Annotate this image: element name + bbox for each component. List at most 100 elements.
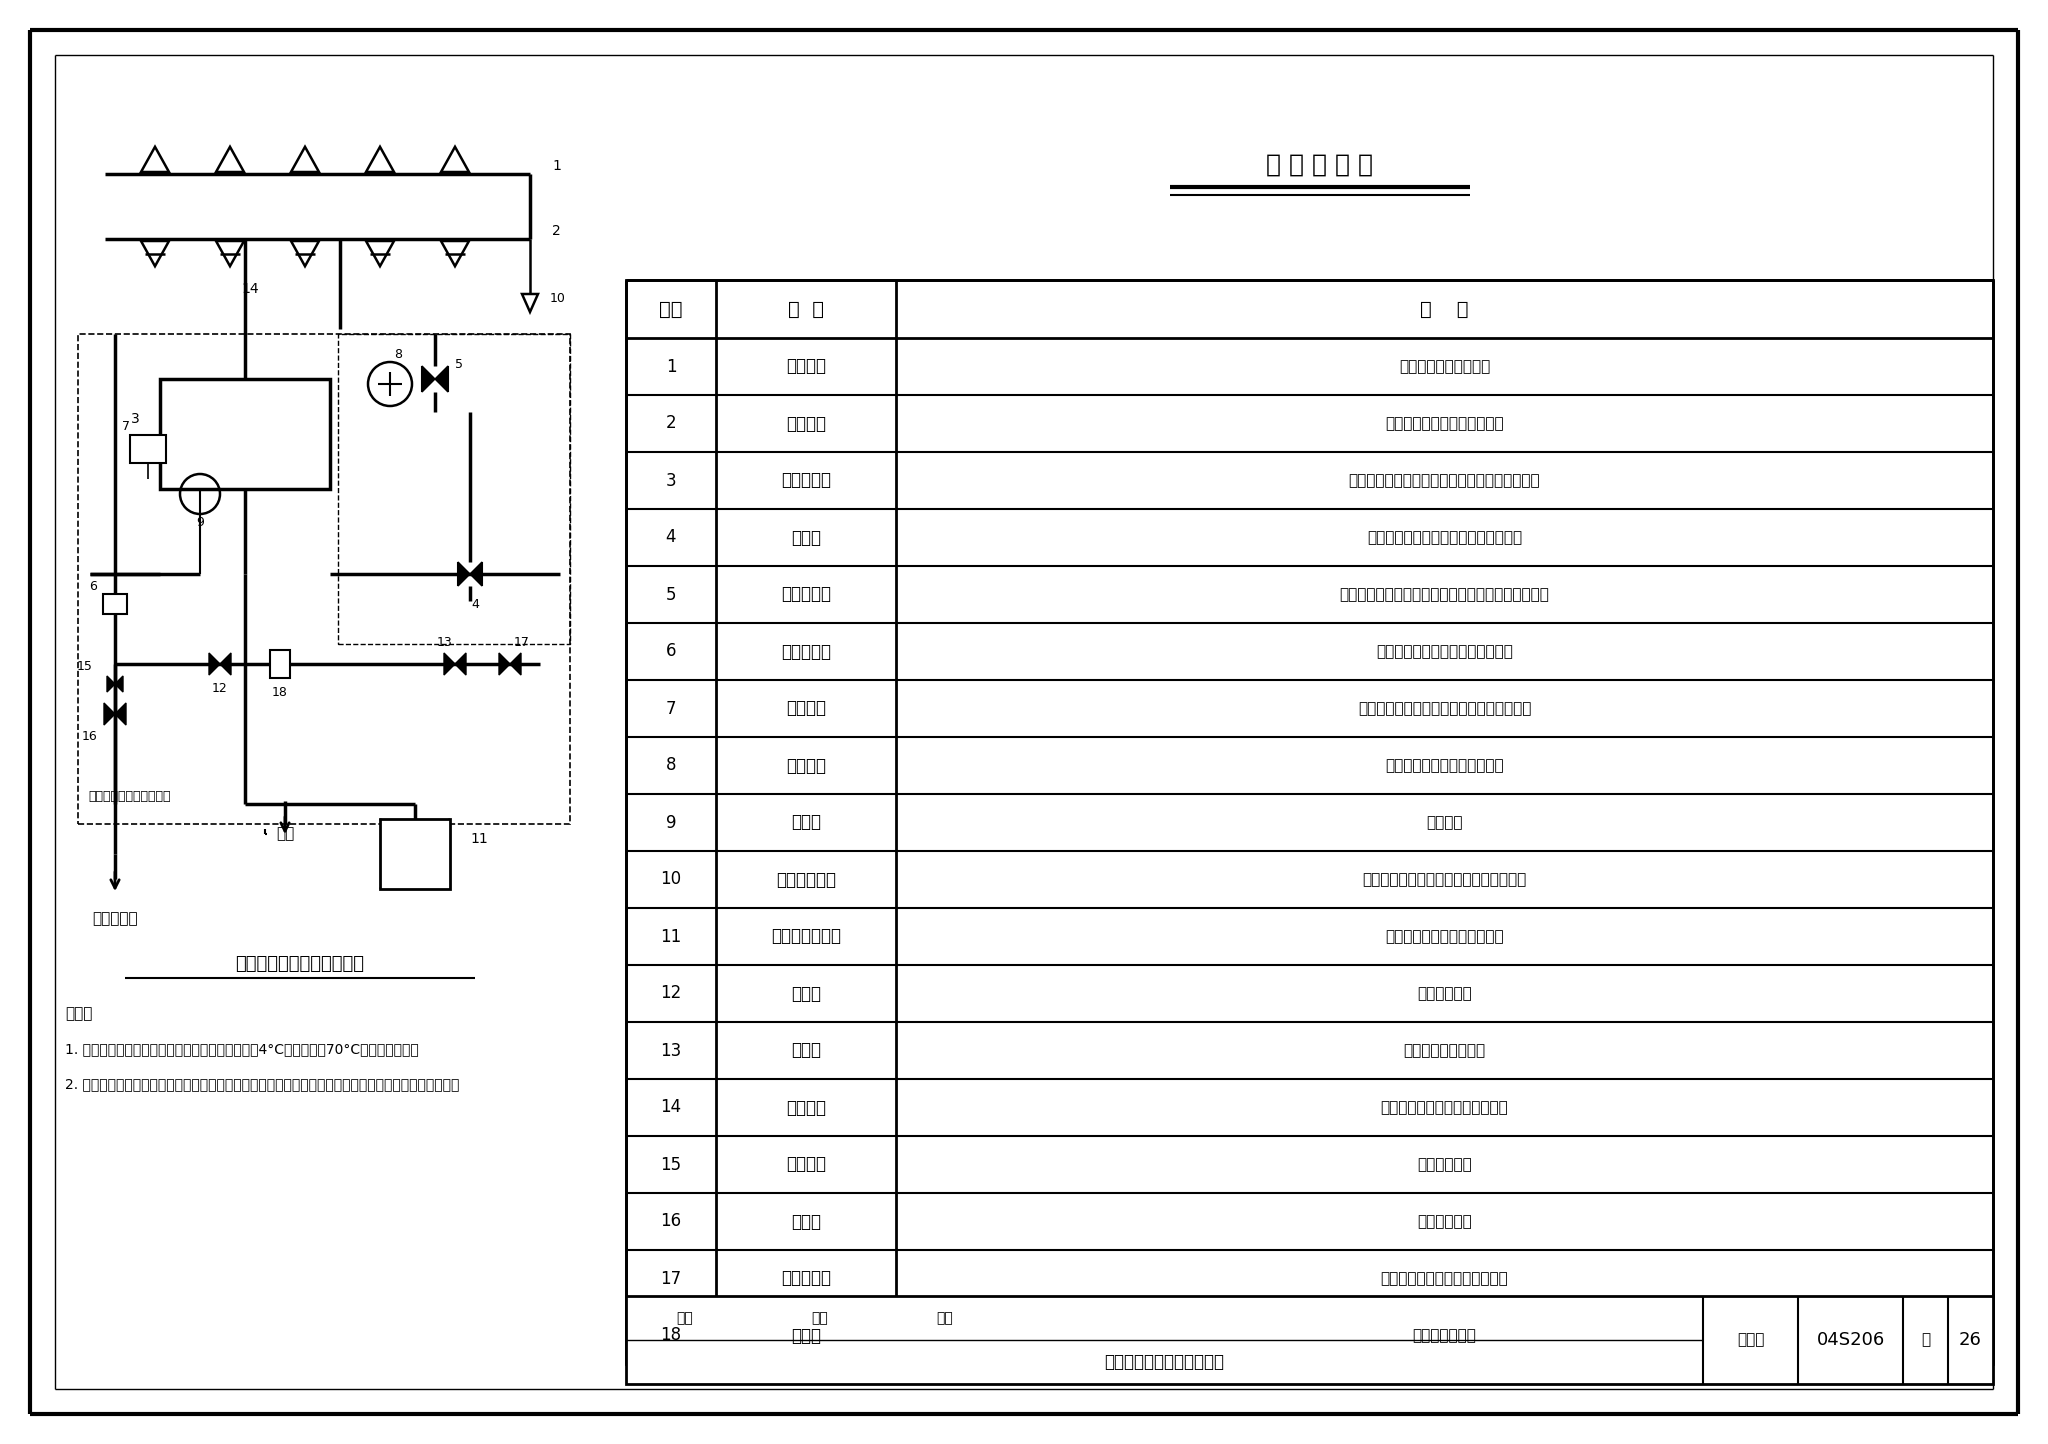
Text: 传动管网: 传动管网 xyxy=(786,1099,825,1116)
Text: 供水控制阀，阀门关闭时有电信号输出: 供水控制阀，阀门关闭时有电信号输出 xyxy=(1366,530,1522,544)
Text: 显示水压: 显示水压 xyxy=(1425,814,1462,830)
Polygon shape xyxy=(500,653,510,674)
Bar xyxy=(627,1297,1993,1383)
Text: 水力警铃: 水力警铃 xyxy=(786,757,825,774)
Bar xyxy=(338,334,569,644)
Text: 16: 16 xyxy=(82,729,98,742)
Bar xyxy=(627,280,1993,1365)
Text: 11: 11 xyxy=(469,832,487,846)
Text: 传动管网补水: 传动管网补水 xyxy=(1417,1157,1473,1173)
Polygon shape xyxy=(444,653,455,674)
Text: 闭式喷头开启，联动开启雨淋阀: 闭式喷头开启，联动开启雨淋阀 xyxy=(1380,1100,1509,1115)
Text: 8: 8 xyxy=(393,348,401,361)
Text: 开式喷头: 开式喷头 xyxy=(786,358,825,375)
Text: 名  称: 名 称 xyxy=(788,299,823,319)
Text: 5: 5 xyxy=(666,585,676,604)
Text: 14: 14 xyxy=(659,1099,682,1116)
Bar xyxy=(270,650,291,679)
Polygon shape xyxy=(469,562,481,586)
Text: 注：框内为雨淋报警阀组: 注：框内为雨淋报警阀组 xyxy=(88,790,170,803)
Text: 6: 6 xyxy=(88,579,96,592)
Text: 2: 2 xyxy=(666,414,676,433)
Text: 闭式喷头: 闭式喷头 xyxy=(786,414,825,433)
Text: 检测传动管网水压及系统联动功能试验用: 检测传动管网水压及系统联动功能试验用 xyxy=(1362,872,1526,887)
Text: 截止阀: 截止阀 xyxy=(791,1213,821,1230)
Text: 5: 5 xyxy=(455,358,463,371)
Text: 15: 15 xyxy=(659,1155,682,1174)
Text: 传动管启动雨淋系统示意图: 传动管启动雨淋系统示意图 xyxy=(236,954,365,973)
Polygon shape xyxy=(422,365,434,391)
Text: 10: 10 xyxy=(659,871,682,888)
Polygon shape xyxy=(209,653,219,674)
Bar xyxy=(129,435,166,464)
Text: 9: 9 xyxy=(666,813,676,832)
Text: 火灾发生时，出水灭火: 火灾发生时，出水灭火 xyxy=(1399,360,1491,374)
Text: 1: 1 xyxy=(553,159,561,173)
Text: 校对: 校对 xyxy=(811,1311,827,1326)
Polygon shape xyxy=(455,653,467,674)
Text: 4: 4 xyxy=(471,598,479,611)
Text: 接收报警信号并发出控制指令: 接收报警信号并发出控制指令 xyxy=(1384,928,1503,944)
Text: 3: 3 xyxy=(131,412,139,426)
Text: 26: 26 xyxy=(1960,1331,1982,1349)
Text: 9: 9 xyxy=(197,516,205,529)
Text: 火灾报警控制器: 火灾报警控制器 xyxy=(770,927,842,946)
Bar xyxy=(160,378,330,490)
Text: 审核: 审核 xyxy=(676,1311,692,1326)
Polygon shape xyxy=(219,653,231,674)
Text: 止回阀: 止回阀 xyxy=(791,985,821,1002)
Text: 14: 14 xyxy=(242,282,258,296)
Text: 系统检修时排空放水: 系统检修时排空放水 xyxy=(1403,1043,1485,1058)
Text: 压力开关: 压力开关 xyxy=(786,699,825,718)
Text: 10: 10 xyxy=(551,293,565,306)
Text: 雨淋阀开启或传动管网泄压时，发出电信号: 雨淋阀开启或传动管网泄压时，发出电信号 xyxy=(1358,700,1532,716)
Text: 18: 18 xyxy=(272,686,289,699)
Text: 探测火灾，控制传动管网动作: 探测火灾，控制传动管网动作 xyxy=(1384,416,1503,430)
Text: 7: 7 xyxy=(123,420,129,433)
Text: 15: 15 xyxy=(78,660,92,673)
Text: 平时常开，试验雨淋阀时关闭，关闭时有电信号输出: 平时常开，试验雨淋阀时关闭，关闭时有电信号输出 xyxy=(1339,588,1550,602)
Text: 6: 6 xyxy=(666,643,676,660)
Polygon shape xyxy=(115,703,127,725)
Text: 末端试水装置: 末端试水装置 xyxy=(776,871,836,888)
Text: 8: 8 xyxy=(666,757,676,774)
Text: 信号阀: 信号阀 xyxy=(791,529,821,546)
Text: 火灾时自动开启供水，同时可输出报警水流信号: 火灾时自动开启供水，同时可输出报警水流信号 xyxy=(1350,474,1540,488)
Polygon shape xyxy=(106,676,115,692)
Text: 04S206: 04S206 xyxy=(1817,1331,1884,1349)
Text: 4: 4 xyxy=(666,529,676,546)
Polygon shape xyxy=(510,653,520,674)
Text: 手动开启阀: 手动开启阀 xyxy=(780,643,831,660)
Text: 火灾时，现场手动应急开启雨淋阀: 火灾时，现场手动应急开启雨淋阀 xyxy=(1376,644,1513,658)
Text: 用    途: 用 途 xyxy=(1419,299,1468,319)
Polygon shape xyxy=(459,562,469,586)
Text: 控制水流方向: 控制水流方向 xyxy=(1417,986,1473,1001)
Text: 16: 16 xyxy=(659,1213,682,1230)
Text: 2: 2 xyxy=(553,224,561,238)
Text: 说明：: 说明： xyxy=(66,1006,92,1021)
Text: 12: 12 xyxy=(213,683,227,696)
Text: 压力表: 压力表 xyxy=(791,813,821,832)
Text: 1: 1 xyxy=(666,358,676,375)
Text: 排水: 排水 xyxy=(276,826,295,842)
Text: 主 要 部 件 表: 主 要 部 件 表 xyxy=(1266,153,1374,178)
Text: 设计: 设计 xyxy=(936,1311,952,1326)
Text: 13: 13 xyxy=(659,1041,682,1060)
Text: 17: 17 xyxy=(514,635,530,648)
Polygon shape xyxy=(104,703,115,725)
Text: 1. 湿式传动管启动雨淋系统适用于环境温度不低于4°C，且不高于70°C的被保护场所。: 1. 湿式传动管启动雨淋系统适用于环境温度不低于4°C，且不高于70°C的被保护… xyxy=(66,1043,418,1056)
Text: 试验信号阀: 试验信号阀 xyxy=(780,585,831,604)
Text: 小孔闸阀: 小孔闸阀 xyxy=(786,1155,825,1174)
Text: 12: 12 xyxy=(659,985,682,1002)
Bar xyxy=(102,593,127,614)
Text: 2. 本图为雨淋报警阀组的标准配置，各厂家的产品可能与此有所不同，但应满足报警阀的基本功能要求。: 2. 本图为雨淋报警阀组的标准配置，各厂家的产品可能与此有所不同，但应满足报警阀… xyxy=(66,1077,459,1092)
Text: 接消防供水: 接消防供水 xyxy=(92,911,137,927)
Text: 页: 页 xyxy=(1921,1333,1929,1347)
Text: 过滤器: 过滤器 xyxy=(791,1327,821,1344)
Text: 13: 13 xyxy=(436,635,453,648)
Text: 17: 17 xyxy=(659,1269,682,1288)
Text: 过滤水中的杂质: 过滤水中的杂质 xyxy=(1413,1328,1477,1343)
Text: 7: 7 xyxy=(666,699,676,718)
Text: 3: 3 xyxy=(666,472,676,490)
Bar xyxy=(381,819,451,890)
